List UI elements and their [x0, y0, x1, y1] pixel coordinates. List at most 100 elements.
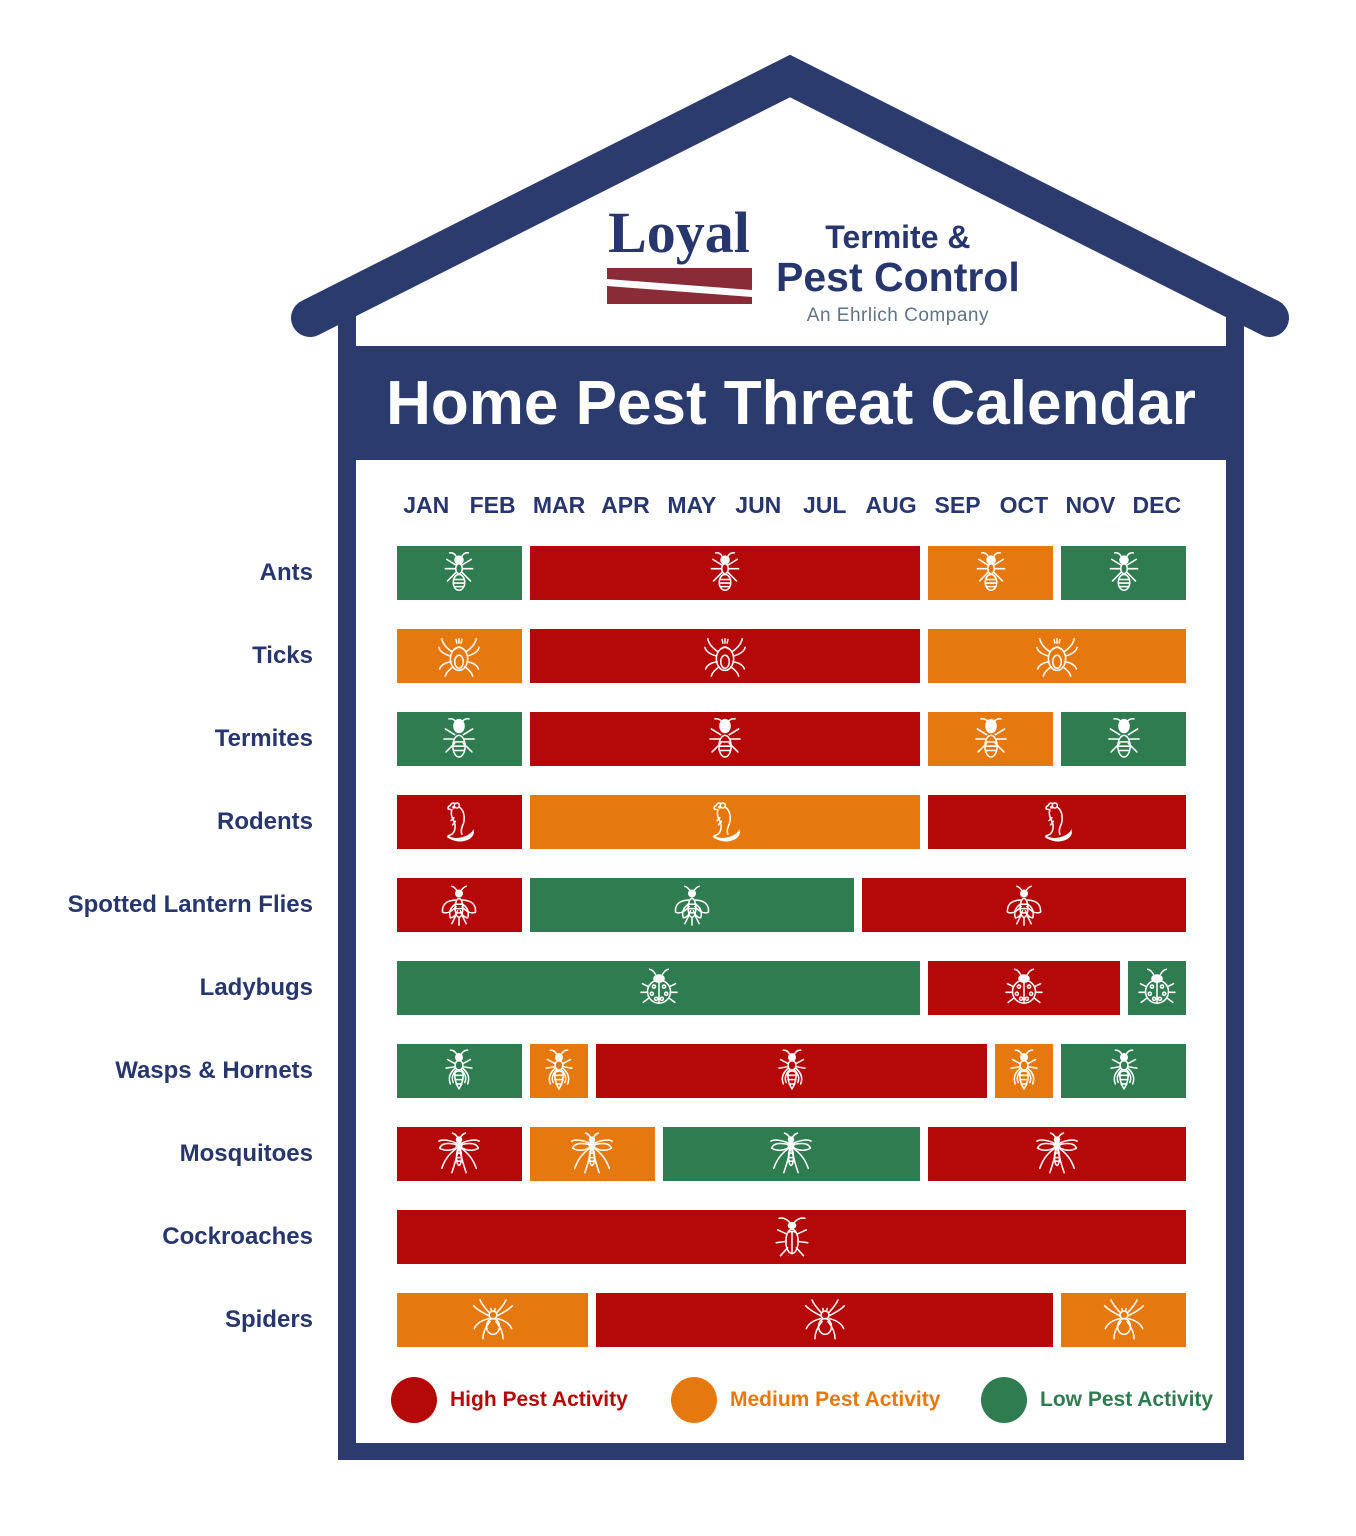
month-header-jul: JUL	[802, 492, 847, 518]
lantern-fly-icon	[1006, 885, 1042, 926]
pest-row-label: Rodents	[217, 808, 313, 835]
activity-segment-high	[596, 1044, 987, 1098]
tick-icon	[1036, 637, 1079, 677]
rodent-icon	[1044, 802, 1073, 842]
ant-icon	[710, 552, 740, 592]
wasp-icon	[545, 1049, 573, 1090]
pest-row: Termites	[0, 712, 1186, 766]
pest-row: Spiders	[0, 1293, 1186, 1347]
pest-row: Ladybugs	[0, 961, 1186, 1015]
lantern-fly-icon	[674, 885, 710, 926]
activity-segment-low	[1061, 1044, 1186, 1098]
activity-segment-medium	[928, 629, 1186, 683]
spider-icon	[472, 1299, 513, 1340]
spider-icon	[1103, 1299, 1144, 1340]
spider-icon	[804, 1299, 845, 1340]
activity-segment-high	[529, 629, 921, 683]
activity-segment-low	[662, 1127, 921, 1181]
pest-row-label: Spiders	[224, 1306, 313, 1333]
activity-segment-high	[928, 961, 1120, 1015]
page-title: Home Pest Threat Calendar	[386, 368, 1196, 438]
ladybug-icon	[639, 968, 678, 1004]
rodent-icon	[712, 802, 740, 842]
month-header-mar: MAR	[532, 492, 586, 518]
activity-segment-medium	[994, 1044, 1054, 1098]
legend-label-low: Low Pest Activity	[1040, 1388, 1214, 1411]
ladybug-icon	[1138, 968, 1176, 1004]
ant-icon	[1109, 552, 1138, 592]
activity-segment-low	[1061, 712, 1186, 766]
ant-icon	[444, 552, 474, 592]
month-header-dec: DEC	[1132, 492, 1182, 518]
termite-icon	[709, 717, 741, 758]
activity-segment-medium	[529, 1044, 589, 1098]
pest-row: Spotted Lantern Flies	[0, 878, 1186, 932]
activity-segment-medium	[928, 712, 1054, 766]
legend-item-medium: Medium Pest Activity	[671, 1376, 940, 1424]
activity-segment-high	[596, 1293, 1054, 1347]
activity-segment-medium	[1061, 1293, 1186, 1347]
pest-row-label: Spotted Lantern Flies	[67, 891, 313, 918]
pest-row-bars	[397, 795, 1186, 849]
mosquito-icon	[438, 1132, 481, 1174]
pest-row-bars	[397, 1127, 1186, 1181]
mosquito-icon	[770, 1132, 813, 1174]
ant-icon	[976, 552, 1006, 592]
termite-icon	[443, 717, 476, 758]
pest-row-bars	[397, 1293, 1186, 1347]
legend-dot-high	[391, 1377, 437, 1423]
wasp-icon	[445, 1049, 474, 1090]
pest-row-label: Mosquitoes	[179, 1140, 313, 1167]
pest-row: Wasps & Hornets	[0, 1044, 1186, 1098]
logo-brand-name: Loyal	[608, 200, 750, 265]
legend-item-low: Low Pest Activity	[981, 1376, 1213, 1424]
activity-segment-low	[1127, 961, 1186, 1015]
activity-segment-medium	[397, 629, 522, 683]
activity-segment-medium	[529, 795, 921, 849]
month-header-may: MAY	[667, 492, 717, 518]
month-header-row: JAN FEB MAR APR MAY JUN JUL AUG SEP OCT NOV DEC	[397, 492, 1186, 519]
logo-wordmark: Termite & Pest Control An Ehrlich Compan…	[776, 204, 1020, 327]
activity-segment-high	[861, 878, 1186, 932]
legend-dot-low	[981, 1377, 1027, 1423]
tick-icon	[704, 637, 746, 677]
pest-row-bars	[397, 961, 1186, 1015]
pest-row: Ticks	[0, 629, 1186, 683]
house-floor	[338, 1443, 1244, 1460]
month-header-oct: OCT	[999, 492, 1049, 518]
activity-segment-high	[928, 795, 1186, 849]
logo-line2: Pest Control	[776, 254, 1020, 301]
pest-row: Mosquitoes	[0, 1127, 1186, 1181]
mosquito-icon	[1036, 1132, 1079, 1174]
logo-tagline: An Ehrlich Company	[806, 305, 989, 327]
activity-segment-low	[397, 546, 522, 600]
cockroach-icon	[774, 1217, 809, 1257]
pest-row-bars	[397, 878, 1186, 932]
activity-segment-low	[397, 961, 921, 1015]
pest-row-label: Ants	[259, 559, 313, 586]
pest-row-bars	[397, 629, 1186, 683]
activity-segment-high	[529, 712, 921, 766]
activity-segment-high	[529, 546, 921, 600]
activity-segment-medium	[529, 1127, 655, 1181]
calendar-grid: Ants Ticks Termites Rodents Spotted Lantern …	[0, 546, 1186, 1376]
logo-flag-icon	[606, 268, 752, 304]
pest-row-label: Termites	[214, 725, 313, 752]
month-header-aug: AUG	[865, 492, 917, 518]
wasp-icon	[777, 1049, 806, 1090]
activity-segment-high	[397, 1127, 522, 1181]
legend: High Pest Activity Medium Pest Activity Lo…	[0, 1376, 1356, 1424]
termite-icon	[1107, 717, 1140, 758]
activity-segment-medium	[397, 1293, 589, 1347]
activity-segment-low	[397, 1044, 522, 1098]
legend-dot-medium	[671, 1377, 717, 1423]
legend-label-medium: Medium Pest Activity	[730, 1388, 941, 1411]
activity-segment-high	[397, 1210, 1186, 1264]
activity-segment-low	[1061, 546, 1186, 600]
pest-row: Cockroaches	[0, 1210, 1186, 1264]
pest-row: Ants	[0, 546, 1186, 600]
legend-label-high: High Pest Activity	[450, 1388, 628, 1411]
company-logo: Loyal Termite & Pest Control An Ehrlich …	[604, 204, 1020, 327]
activity-segment-high	[928, 1127, 1186, 1181]
